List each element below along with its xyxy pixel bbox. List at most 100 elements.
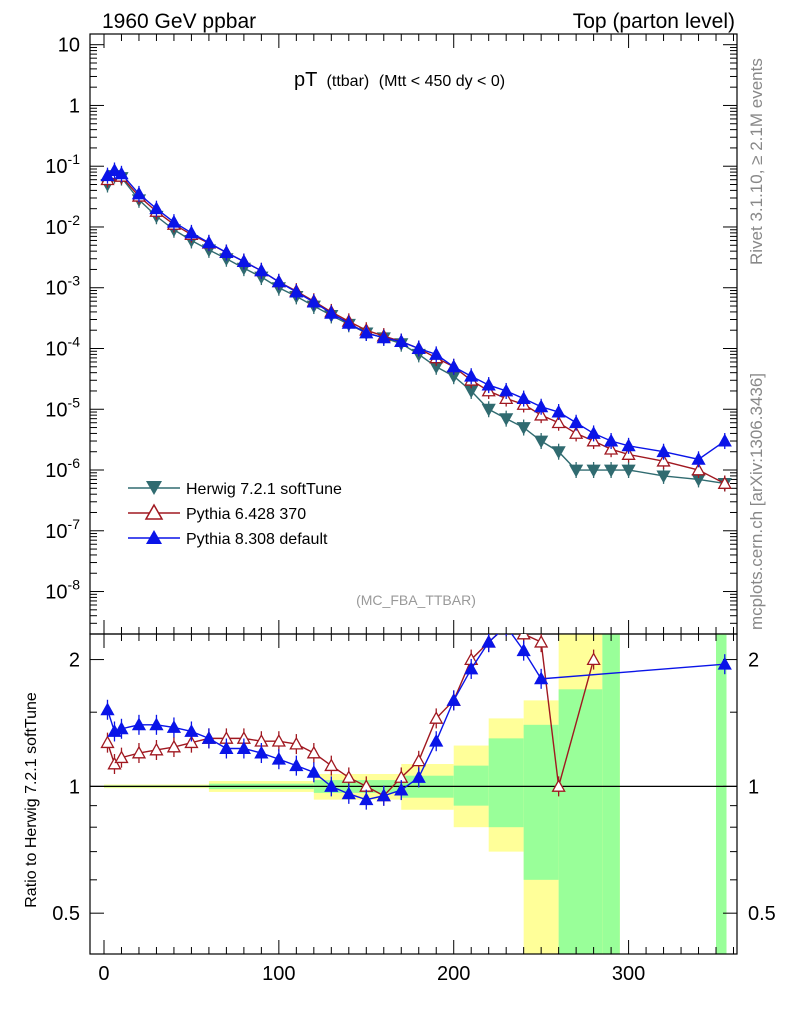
ratio-line [106,634,725,801]
ratio-point [107,756,122,770]
ratio-point [516,634,531,640]
y-tick-label: 10-5 [45,394,80,421]
ratio-tick-label-left: 0.5 [52,903,80,925]
x-tick-label: 100 [262,963,295,985]
data-point [394,334,409,348]
ratio-point [114,750,129,764]
ratio-point [236,741,251,754]
data-point [621,464,636,478]
data-point [656,444,671,458]
ratio-point [131,717,147,731]
legend-entry-pythia6: Pythia 6.428 370 [128,503,306,523]
ratio-series-0 [100,634,601,806]
data-point [656,453,671,467]
y-tick-label: 10-1 [45,151,80,178]
ratio-point [324,758,339,772]
legend: Herwig 7.2.1 softTune Pythia 6.428 370 P… [128,481,342,548]
legend-entry-pythia8: Pythia 8.308 default [128,530,328,548]
data-point [691,451,706,465]
ratio-point [394,782,409,796]
ratio-band-green [558,689,603,954]
ratio-point [717,656,732,670]
ratio-tick-label-left: 1 [69,776,80,798]
data-point [481,403,496,417]
ratio-point [271,733,286,747]
ratio-band-green [523,724,559,880]
main-panel: 10 1 10-1 10-2 10-3 10-4 10-5 10-6 10-7 10-8 pT (… [45,33,738,635]
ratio-point [446,693,461,706]
legend-label-pythia6: Pythia 6.428 370 [186,506,306,523]
y-tick-label: 10-2 [45,212,80,239]
ratio-tick-label-right: 0.5 [748,903,776,925]
data-point [569,426,584,439]
data-point [551,404,566,418]
y-tick-label: 10-6 [45,455,80,482]
series-line [107,169,726,461]
title-main: pT [294,69,317,91]
series-1 [100,165,732,492]
ratio-tick-label-right: 1 [748,776,759,798]
ratio-point [429,711,444,724]
x-tick-label: 300 [612,963,645,985]
ratio-point [289,758,304,772]
legend-label-herwig: Herwig 7.2.1 softTune [186,481,342,498]
data-point [184,225,199,239]
series-0 [100,167,732,492]
y-tick-label: 10-8 [45,577,80,604]
main-y-tick-labels: 10 1 10-1 10-2 10-3 10-4 10-5 10-6 10-7 10-8 [45,35,80,604]
ratio-point [166,720,182,733]
ratio-point [359,792,374,806]
data-point [499,413,514,427]
analysis-label: (MC_FBA_TTBAR) [356,592,476,608]
ratio-band-green [488,738,524,828]
ratio-series-1 [100,634,732,810]
ratio-band-green [602,634,620,954]
legend-marker-herwig [146,481,162,495]
data-point [516,422,531,435]
mcplots-label: mcplots.cern.ch [arXiv:1306.3436] [747,373,766,630]
series-2 [100,162,732,468]
ratio-point [341,770,356,783]
ratio-point [464,661,479,675]
data-point [166,214,182,228]
header-right: Top (parton level) [573,10,735,33]
data-point [271,274,286,288]
data-point [254,263,269,277]
ratio-band-green [716,634,727,954]
data-point [603,464,619,478]
ratio-point [201,731,217,744]
ratio-point [534,671,549,685]
data-point [359,325,374,339]
data-point [306,294,321,308]
data-point [201,235,217,249]
ratio-point [306,745,321,759]
x-tick-labels: 0 100 200 300 [98,963,645,985]
ratio-point [100,735,115,749]
y-tick-label: 10 [58,35,80,57]
data-point [411,341,426,354]
data-point [446,359,461,373]
ratio-ticks: 0.5 0.5 1 1 2 2 [52,634,776,954]
ratio-point [131,745,147,759]
data-point [376,330,391,344]
data-point [569,464,584,478]
data-point [534,435,549,449]
ratio-point [306,764,321,778]
data-point [656,470,671,484]
ratio-point [516,643,531,657]
data-point [621,438,636,452]
y-tick-label: 10-7 [45,516,80,543]
legend-entry-herwig: Herwig 7.2.1 softTune [128,481,342,498]
ratio-frame [89,633,738,955]
data-point [551,446,566,460]
ratio-bands [103,634,727,954]
data-point [534,399,549,413]
ratio-point [481,634,496,648]
data-point [429,347,444,360]
data-point [691,462,706,476]
ratio-point [551,779,566,792]
ratio-tick-label-right: 2 [748,650,759,672]
series-line [106,174,725,485]
ratio-point [271,751,286,765]
data-point [341,315,356,329]
